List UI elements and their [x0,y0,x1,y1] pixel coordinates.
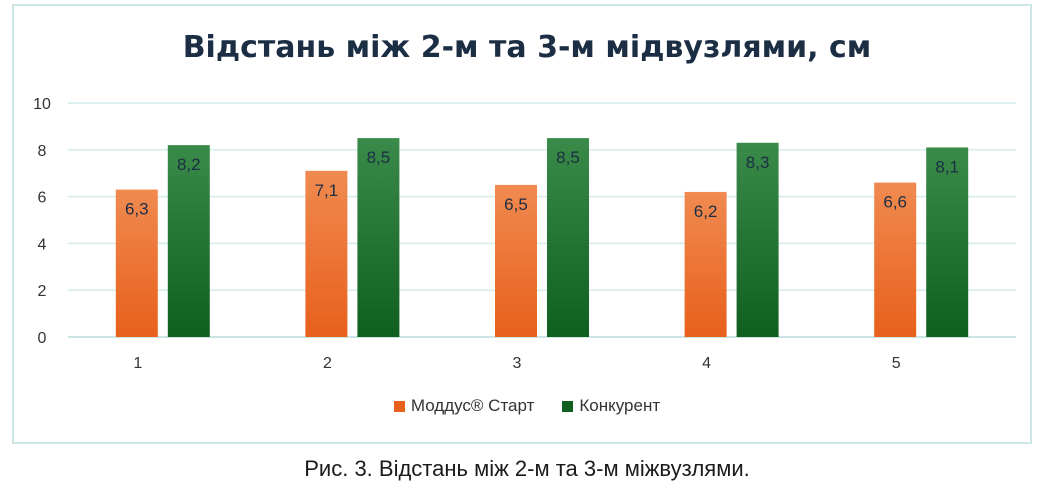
data-label: 6,5 [504,195,528,214]
bar-series-1-4 [684,191,727,337]
y-tick-label: 0 [38,330,47,347]
legend-label: Конкурент [579,396,661,415]
x-tick-label: 1 [133,355,142,372]
y-tick-label: 2 [38,283,47,300]
x-tick-label: 3 [513,355,522,372]
bar-series-2-2 [357,138,400,337]
legend-label: Моддус® Старт [410,396,535,415]
data-label: 6,6 [883,193,907,212]
y-tick-label: 8 [38,143,47,160]
y-tick-label: 10 [33,96,51,113]
data-label: 8,2 [177,155,201,174]
bar-series-2-4 [736,142,779,337]
data-label: 8,3 [746,153,770,172]
bar-series-1-5 [874,182,917,337]
y-tick-label: 6 [38,190,47,207]
data-label: 6,2 [694,202,718,221]
legend-swatch-orange [393,400,405,412]
legend-item-series-1: Моддус® Старт [393,396,535,416]
legend-swatch-green [562,400,574,412]
bar-series-2-1 [167,145,210,337]
chart-title: Відстань між 2-м та 3-м мідвузлями, см [182,30,872,65]
legend-item-series-2: Конкурент [562,396,660,416]
data-label: 6,3 [125,200,149,219]
bar-series-1-3 [495,184,537,337]
data-label: 8,5 [367,148,391,167]
x-tick-label: 2 [323,355,332,372]
data-label: 7,1 [315,181,339,200]
bar-series-2-3 [547,138,589,337]
data-label: 8,1 [935,157,959,176]
bar-series-1-1 [115,189,158,337]
y-tick-label: 4 [38,236,47,253]
x-tick-label: 4 [702,355,711,372]
data-label: 8,5 [556,148,580,167]
figure-caption: Рис. 3. Відстань між 2-м та 3-м міжвузля… [304,456,750,481]
bar-series-1-2 [305,170,348,337]
bar-series-2-5 [926,147,969,337]
chart-legend: Моддус® Старт Конкурент [0,396,1054,416]
x-tick-label: 5 [892,355,901,372]
